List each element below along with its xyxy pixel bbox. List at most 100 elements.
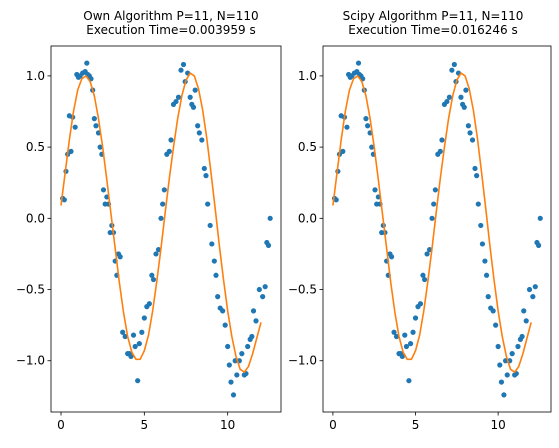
y-tick-label: 1.0 bbox=[26, 69, 45, 83]
data-point bbox=[399, 353, 405, 360]
data-point bbox=[475, 201, 481, 207]
data-point bbox=[139, 329, 145, 335]
data-point bbox=[463, 87, 469, 93]
data-point bbox=[422, 276, 428, 283]
data-point bbox=[388, 254, 395, 260]
data-point bbox=[122, 333, 128, 340]
data-point bbox=[225, 343, 231, 350]
data-point bbox=[201, 165, 207, 172]
data-point bbox=[209, 241, 215, 247]
data-point bbox=[141, 315, 147, 321]
data-point bbox=[504, 372, 510, 378]
data-point bbox=[97, 144, 103, 150]
data-point bbox=[203, 173, 209, 179]
data-point bbox=[68, 148, 74, 154]
data-point bbox=[215, 294, 221, 300]
data-point bbox=[478, 222, 484, 229]
data-point bbox=[132, 343, 138, 350]
data-point bbox=[365, 123, 371, 129]
data-point bbox=[461, 104, 467, 110]
data-point bbox=[72, 124, 78, 130]
data-point bbox=[173, 98, 179, 105]
data-point bbox=[363, 116, 369, 122]
y-tick-label: 0.5 bbox=[298, 140, 317, 154]
data-point bbox=[432, 187, 438, 193]
data-point bbox=[420, 272, 426, 278]
data-point bbox=[451, 61, 457, 68]
data-point bbox=[187, 94, 193, 100]
data-point bbox=[150, 276, 157, 283]
data-point bbox=[211, 258, 217, 264]
data-point bbox=[340, 148, 346, 154]
data-point bbox=[128, 353, 134, 360]
data-point bbox=[490, 308, 496, 314]
data-point bbox=[196, 130, 202, 136]
data-point bbox=[495, 343, 501, 350]
data-point bbox=[234, 372, 240, 378]
data-point bbox=[120, 329, 126, 335]
data-point bbox=[239, 351, 245, 357]
panel-title-own-line1: Own Algorithm P=11, N=110 bbox=[83, 9, 259, 23]
data-point bbox=[207, 222, 213, 229]
data-point bbox=[228, 379, 234, 385]
y-tick-label: −0.5 bbox=[288, 283, 317, 297]
data-point bbox=[523, 318, 529, 324]
data-point bbox=[402, 332, 408, 338]
data-point bbox=[498, 379, 505, 385]
data-point bbox=[393, 333, 400, 340]
data-point bbox=[161, 187, 167, 193]
data-point bbox=[472, 165, 478, 172]
y-tick-label: 1.0 bbox=[298, 69, 317, 83]
data-point bbox=[135, 378, 141, 384]
data-point bbox=[155, 247, 162, 253]
data-point bbox=[146, 301, 152, 307]
data-point bbox=[439, 137, 445, 143]
data-point bbox=[485, 294, 491, 300]
data-point bbox=[265, 242, 272, 248]
data-point bbox=[482, 258, 488, 264]
data-point bbox=[180, 61, 187, 68]
data-point bbox=[406, 378, 412, 384]
x-tick-label: 0 bbox=[57, 418, 65, 432]
data-point bbox=[521, 308, 527, 314]
panel-title-own-line2: Execution Time=0.003959 s bbox=[86, 23, 256, 37]
data-point bbox=[222, 322, 228, 328]
data-point bbox=[372, 187, 378, 193]
data-point bbox=[519, 333, 525, 340]
y-tick-label: 0.0 bbox=[298, 211, 317, 225]
data-point bbox=[410, 329, 416, 335]
data-point bbox=[160, 201, 166, 207]
data-point bbox=[117, 254, 123, 260]
fit-line bbox=[332, 72, 532, 373]
data-point bbox=[426, 247, 433, 253]
x-tick-label: 0 bbox=[329, 418, 337, 432]
data-point bbox=[403, 343, 410, 350]
data-point bbox=[344, 124, 350, 130]
data-point bbox=[429, 215, 435, 221]
x-tick-label: 10 bbox=[220, 418, 235, 432]
data-point bbox=[249, 333, 255, 340]
data-point bbox=[199, 137, 205, 143]
data-point bbox=[253, 318, 259, 324]
data-point bbox=[333, 197, 339, 203]
data-point bbox=[262, 284, 268, 290]
data-point bbox=[190, 104, 197, 110]
data-point bbox=[136, 341, 142, 347]
y-tick-label: −1.0 bbox=[288, 354, 317, 368]
data-point bbox=[369, 144, 375, 150]
data-point bbox=[449, 67, 455, 73]
x-tick-label: 5 bbox=[412, 418, 420, 432]
data-point bbox=[458, 94, 464, 100]
data-point bbox=[250, 308, 257, 314]
data-point bbox=[532, 284, 538, 290]
data-point bbox=[474, 173, 480, 179]
data-point bbox=[256, 286, 262, 293]
panel-title-scipy-line2: Execution Time=0.016246 s bbox=[348, 23, 518, 37]
data-point bbox=[417, 301, 424, 307]
data-point bbox=[230, 392, 237, 398]
data-point bbox=[446, 94, 452, 100]
data-point bbox=[526, 286, 533, 293]
x-tick-label: 10 bbox=[490, 418, 505, 432]
